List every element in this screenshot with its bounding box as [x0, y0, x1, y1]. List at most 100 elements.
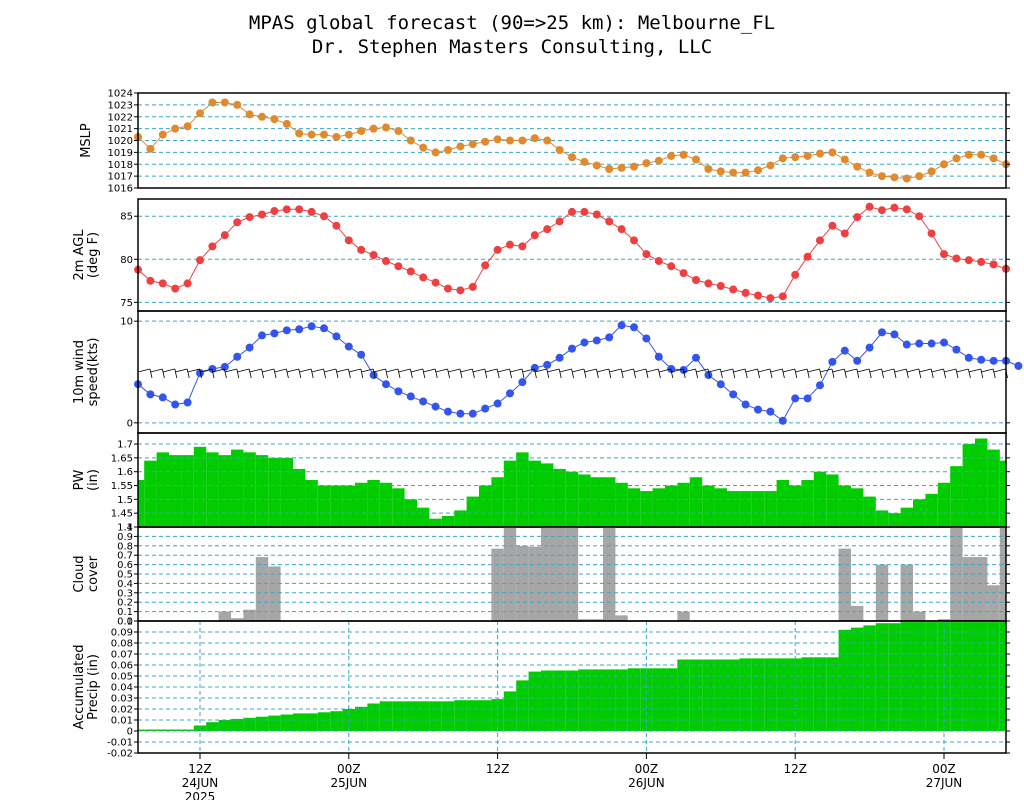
wind-barb — [857, 368, 870, 373]
wind-barb — [993, 368, 1006, 373]
data-point — [791, 270, 800, 279]
bar — [181, 729, 194, 731]
data-point — [456, 142, 465, 151]
wind-barb — [894, 368, 907, 373]
bar — [280, 457, 293, 527]
bar — [181, 455, 194, 527]
data-point — [258, 331, 266, 340]
y-tick-label: 0.3 — [117, 588, 133, 599]
bar — [541, 463, 554, 527]
wind-barb — [435, 368, 448, 373]
wind-barb — [720, 368, 733, 373]
bar — [590, 477, 603, 527]
data-point — [220, 98, 229, 107]
data-point — [444, 284, 452, 293]
data-point — [766, 407, 775, 416]
data-point — [258, 210, 266, 219]
data-point — [220, 362, 229, 371]
bar — [677, 611, 690, 621]
data-point — [158, 279, 167, 288]
wind-barb — [497, 368, 510, 373]
data-point — [245, 343, 254, 352]
data-point — [977, 257, 986, 266]
bar — [987, 622, 1000, 731]
wind-barb — [398, 368, 411, 373]
data-point — [704, 165, 713, 173]
data-point — [741, 168, 750, 177]
data-point — [617, 225, 626, 234]
wind-barb — [335, 368, 339, 379]
data-point — [704, 279, 713, 288]
data-point — [865, 343, 874, 352]
y-tick-label: 0.6 — [117, 560, 133, 571]
wind-barb — [757, 368, 760, 379]
bar — [243, 717, 256, 731]
data-point — [394, 262, 403, 271]
y-tick-label: -0.01 — [107, 738, 133, 749]
data-point — [642, 159, 651, 168]
bar — [528, 460, 541, 527]
bar — [999, 460, 1006, 527]
wind-barb — [199, 368, 213, 373]
bar — [156, 452, 169, 527]
data-point — [617, 321, 626, 330]
data-point — [208, 242, 217, 251]
wind-barb — [819, 368, 822, 379]
bar — [689, 659, 703, 731]
wind-barb — [968, 368, 971, 379]
data-point — [679, 269, 688, 278]
bar — [665, 668, 678, 731]
bar — [305, 713, 318, 731]
wind-barb — [571, 368, 574, 379]
bar — [255, 557, 269, 621]
x-tick-label: 25JUN — [331, 776, 368, 790]
bar — [900, 507, 913, 527]
y-tick-label: 1.4 — [117, 523, 133, 534]
bar — [342, 485, 355, 527]
chart-title: MPAS global forecast (90=>25 km): Melbou… — [248, 12, 776, 34]
bar — [417, 507, 430, 527]
data-point — [816, 236, 824, 245]
data-point — [320, 212, 328, 221]
wind-barb — [918, 368, 922, 379]
wind-barb — [881, 368, 895, 373]
data-point — [778, 292, 787, 301]
data-point — [555, 353, 564, 362]
data-point — [295, 129, 304, 138]
data-point — [952, 154, 961, 163]
bar — [888, 513, 901, 527]
bar — [727, 659, 740, 731]
bar — [764, 491, 777, 527]
data-point — [382, 380, 390, 389]
bar — [404, 499, 417, 527]
data-point — [989, 356, 998, 365]
wind-barb — [311, 368, 324, 373]
wind-barb — [261, 368, 275, 373]
bar — [516, 680, 529, 731]
wind-barb — [162, 368, 165, 379]
bar — [138, 480, 145, 527]
data-point — [320, 130, 328, 139]
bar — [913, 611, 926, 621]
bar — [578, 619, 591, 621]
bar — [392, 488, 405, 527]
y-tick-label: 10 — [120, 317, 133, 328]
bar — [851, 488, 864, 527]
wind-barb — [224, 368, 227, 379]
bar — [627, 668, 641, 731]
data-point — [927, 167, 936, 176]
y-tick-label: -0.02 — [107, 749, 133, 760]
data-point — [543, 360, 552, 369]
bar — [206, 452, 219, 527]
bar — [900, 564, 913, 621]
bar — [875, 623, 889, 731]
data-point — [332, 221, 341, 230]
data-point — [654, 352, 663, 361]
bar — [714, 488, 727, 527]
data-point — [431, 148, 440, 157]
data-point — [357, 350, 366, 359]
bar — [144, 460, 157, 527]
bar — [429, 701, 442, 731]
data-point — [592, 210, 601, 219]
wind-barb — [199, 368, 202, 379]
